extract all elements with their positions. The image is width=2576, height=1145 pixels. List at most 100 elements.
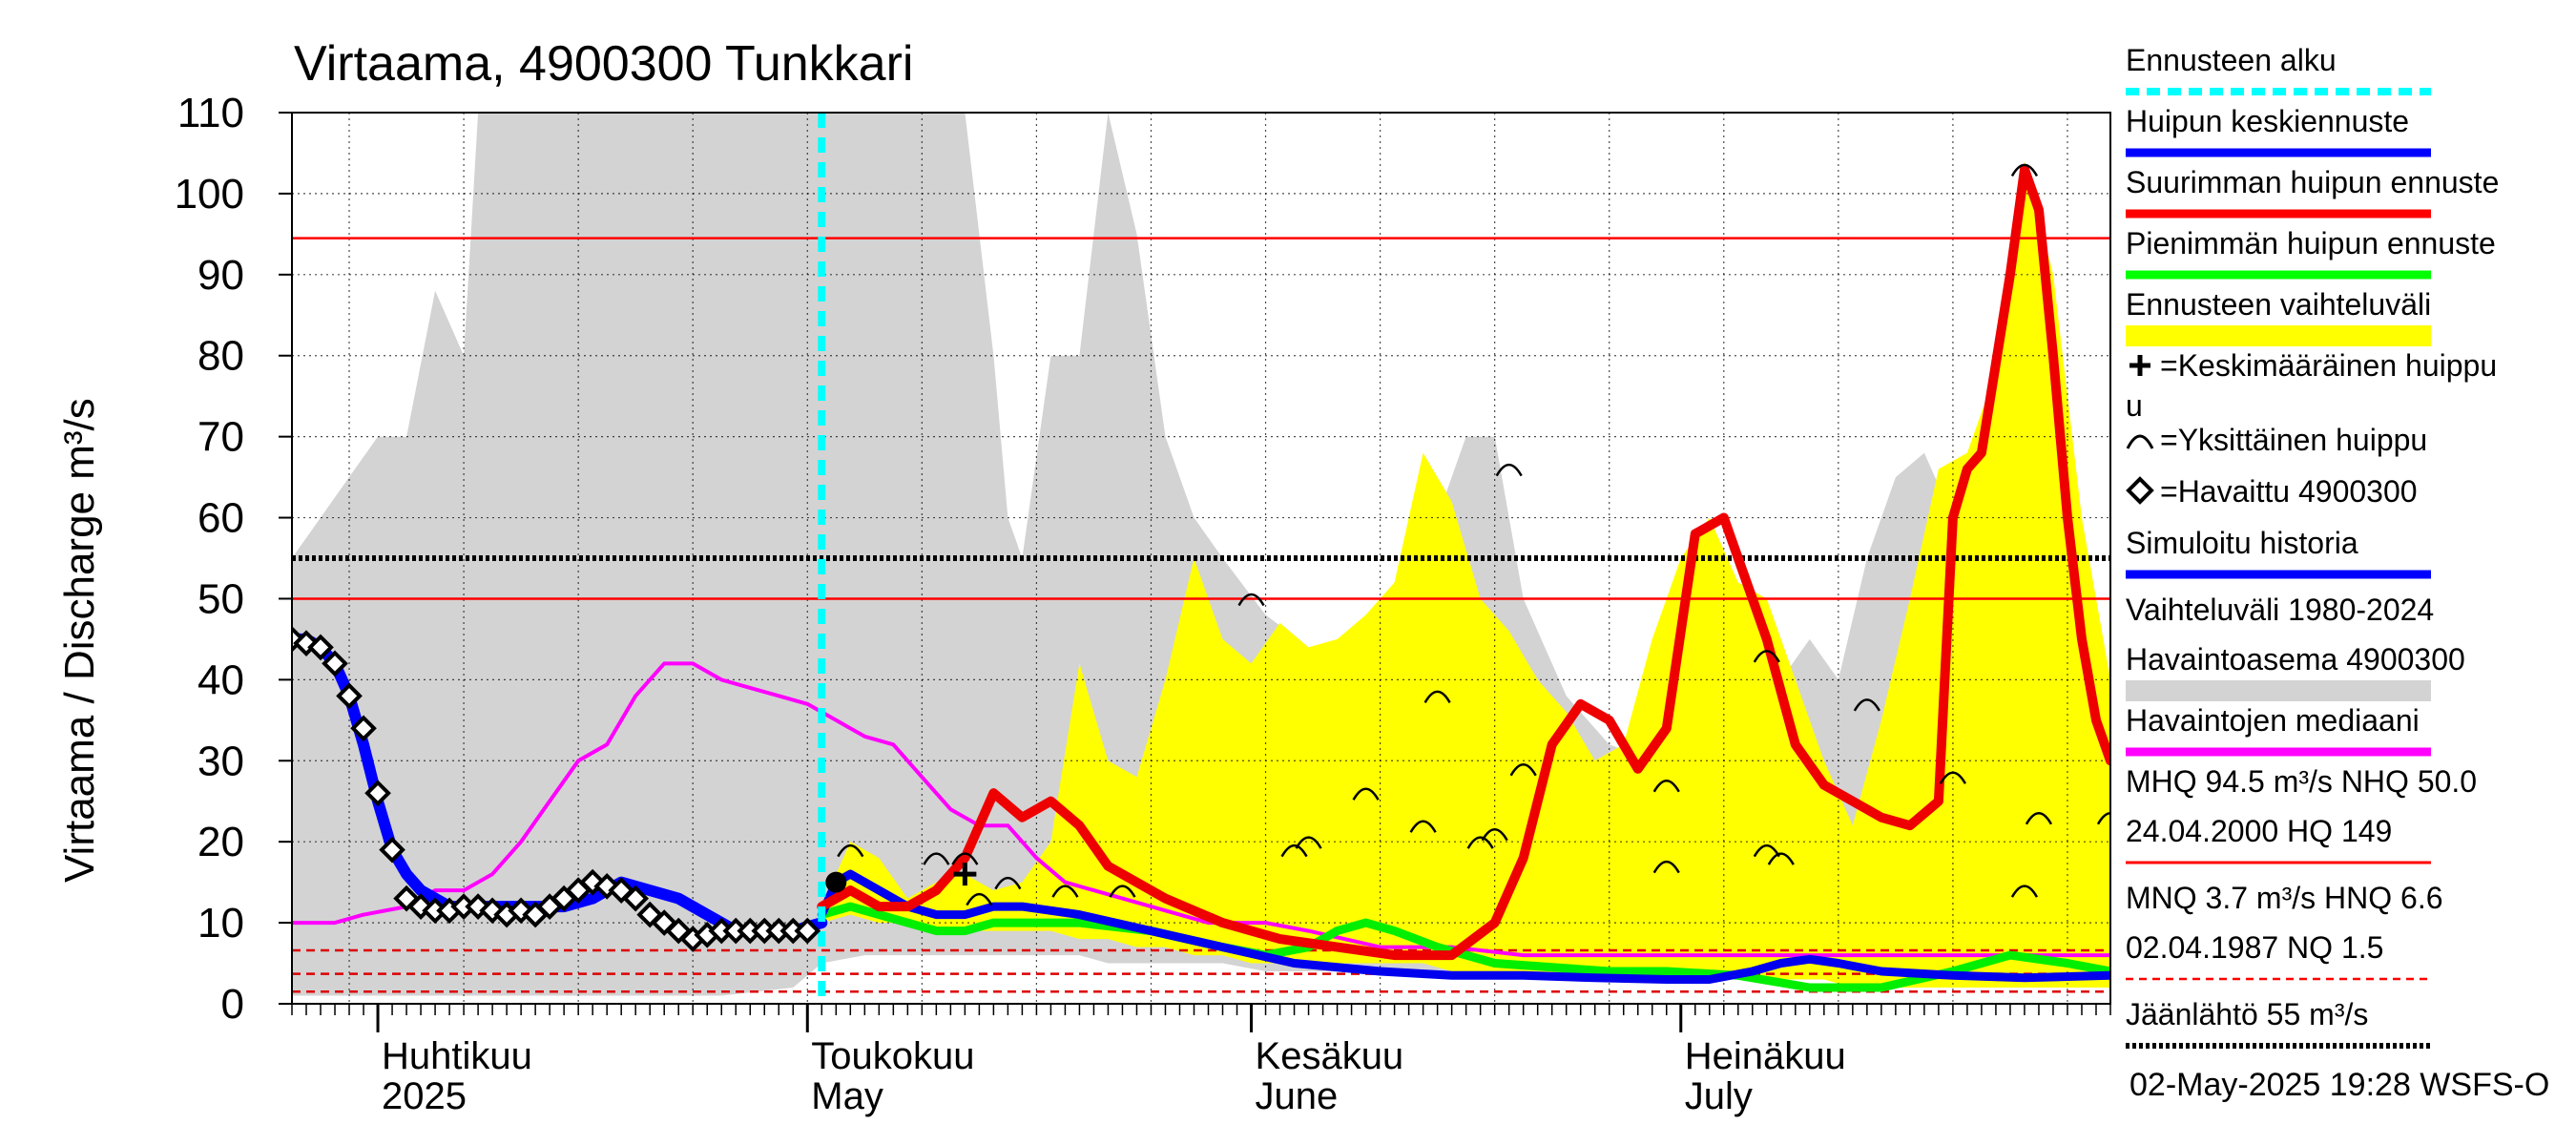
y-axis-label: Virtaama / Discharge m³/s [56, 398, 103, 883]
legend-label: 24.04.2000 HQ 149 [2126, 814, 2392, 848]
single-peak-marker [2010, 163, 2039, 177]
single-peak-marker [1495, 463, 1523, 477]
single-peak-marker [1466, 836, 1494, 849]
x-month-label-en: 2025 [382, 1075, 467, 1117]
observed-marker [407, 893, 434, 920]
plot-area [292, 113, 2110, 1004]
chart-title: Virtaama, 4900300 Tunkkari [294, 36, 913, 92]
single-peak-marker [1753, 843, 1780, 858]
single-peak-marker [1481, 827, 1508, 842]
plot-clip-group [292, 113, 2110, 1004]
y-tick-label: 40 [197, 656, 244, 703]
legend-swatch-band [2126, 680, 2431, 701]
single-peak-marker [2010, 885, 2039, 898]
y-tick-label: 80 [197, 333, 244, 380]
series-suurimman-huipun-ennuste [817, 164, 2110, 961]
single-peak-marker [1509, 763, 1537, 777]
y-tick-label: 20 [197, 819, 244, 865]
legend-label: 02.04.1987 NQ 1.5 [2126, 930, 2383, 965]
y-tick-label: 30 [197, 738, 244, 784]
observed-marker [336, 682, 363, 710]
legend-label: MHQ 94.5 m³/s NHQ 50.0 [2126, 764, 2477, 799]
single-peak-marker [2096, 811, 2110, 825]
mean-peak-marker [953, 863, 977, 886]
single-peak-marker [1109, 885, 1136, 898]
single-peak-marker [1652, 860, 1680, 874]
observed-marker [651, 909, 678, 936]
legend-label: MNQ 3.7 m³/s HNQ 6.6 [2126, 881, 2443, 915]
series-pienimm-n-huipun-ennuste [817, 902, 2110, 992]
observed-marker [794, 917, 821, 945]
legend: Ennusteen alku Huipun keskiennuste Suurimm… [2126, 43, 2499, 1049]
legend-label: u [2126, 388, 2143, 423]
observed-marker [307, 634, 334, 661]
single-peak-marker [1753, 650, 1780, 663]
x-month-label-fi: Kesäkuu [1256, 1035, 1404, 1077]
observed-marker [508, 897, 534, 925]
legend-label: =Havaittu 4900300 [2160, 474, 2418, 509]
legend-label: Huipun keskiennuste [2126, 104, 2409, 138]
x-month-label-fi: Toukokuu [811, 1035, 974, 1077]
plot-frame [291, 112, 2111, 1005]
legend-swatch-plus [2129, 355, 2150, 376]
single-peak-marker [994, 876, 1022, 890]
x-month-label-fi: Huhtikuu [382, 1035, 532, 1077]
single-peak-marker [1853, 698, 1880, 712]
legend-label: Vaihteluväli 1980-2024 [2126, 593, 2434, 627]
single-peak-marker [1423, 690, 1451, 703]
single-peak-marker [966, 892, 993, 906]
legend-swatch-arc [2126, 434, 2154, 449]
observed-marker [350, 715, 377, 742]
single-peak-marker [1280, 843, 1308, 858]
observed-marker [479, 897, 506, 925]
y-tick-label: 110 [177, 90, 244, 136]
footer-timestamp: 02-May-2025 19:28 WSFS-O [2129, 1067, 2549, 1103]
single-peak-marker [1939, 771, 1966, 784]
x-month-label-en: July [1685, 1075, 1753, 1117]
legend-label: =Yksittäinen huippu [2160, 423, 2427, 457]
y-tick-label: 50 [197, 575, 244, 622]
band-ennusteen-vaihteluv-li [821, 160, 2110, 988]
single-peak-marker [1652, 780, 1680, 793]
series-huipun-keskiennuste [817, 869, 2110, 984]
single-peak-marker [1237, 593, 1265, 607]
series-havaintojen-mediaani [292, 661, 2110, 958]
legend-label: Jäänlähtö 55 m³/s [2126, 997, 2368, 1031]
x-month-label-en: June [1256, 1075, 1339, 1117]
y-tick-label: 10 [197, 900, 244, 947]
single-peak-marker [1295, 836, 1322, 849]
single-peak-marker [923, 852, 950, 865]
legend-label: Pienimmän huipun ennuste [2126, 226, 2496, 260]
y-tick-label: 100 [175, 171, 244, 218]
forecast-start-dot [825, 871, 847, 893]
single-peak-marker [1409, 820, 1437, 833]
y-tick-label: 60 [197, 495, 244, 542]
observed-marker [322, 650, 348, 677]
legend-label: Ennusteen alku [2126, 43, 2337, 77]
single-peak-marker [951, 852, 979, 865]
observed-marker [622, 885, 650, 912]
single-peak-marker [837, 843, 864, 858]
x-month-label-fi: Heinäkuu [1685, 1035, 1846, 1077]
single-peak-marker [1352, 787, 1380, 801]
observed-marker [364, 780, 391, 807]
observed-marker [293, 630, 320, 656]
y-tick-label: 70 [197, 414, 244, 461]
legend-label: Suurimman huipun ennuste [2126, 165, 2499, 199]
legend-swatch-band [2126, 325, 2431, 346]
legend-label: Simuloitu historia [2126, 526, 2358, 560]
legend-label: Havaintoasema 4900300 [2126, 642, 2465, 677]
y-tick-label: 90 [197, 252, 244, 299]
x-month-label-en: May [811, 1075, 883, 1117]
legend-label: =Keskimääräinen huippu [2160, 348, 2497, 383]
legend-swatch-diamond [2126, 476, 2154, 505]
single-peak-marker [1767, 852, 1795, 865]
y-tick-label: 0 [221, 981, 244, 1028]
legend-label: Ennusteen vaihteluväli [2126, 287, 2431, 322]
legend-label: Havaintojen mediaani [2126, 703, 2420, 738]
single-peak-marker [1051, 885, 1079, 898]
observed-marker [636, 901, 664, 928]
single-peak-marker [2025, 811, 2053, 825]
